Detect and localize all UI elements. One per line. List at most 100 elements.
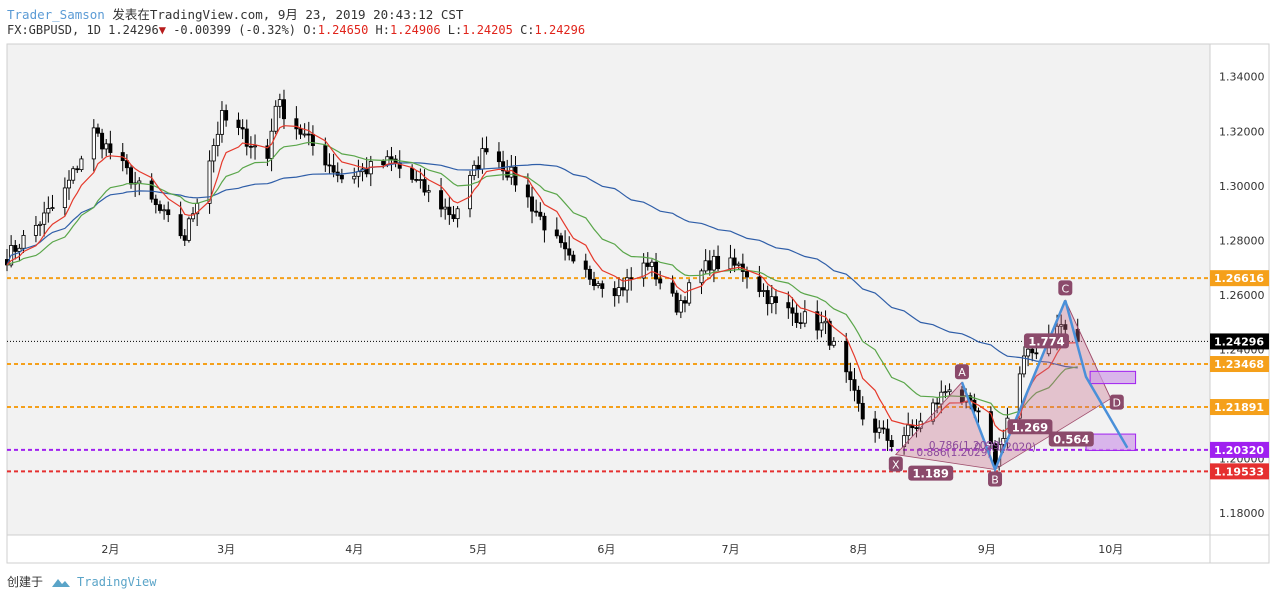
x-tick-label: 5月 bbox=[469, 543, 487, 556]
candle-body bbox=[95, 127, 100, 134]
pattern-point-label: X bbox=[892, 459, 900, 472]
close-label: C: bbox=[520, 23, 535, 37]
candle-body bbox=[976, 410, 981, 413]
candle-body bbox=[736, 263, 741, 266]
ratio-text: 0.786(1.2029) bbox=[929, 440, 1004, 452]
candle-body bbox=[281, 99, 286, 120]
y-tick-label: 1.28000 bbox=[1219, 234, 1265, 247]
sma-slow-line bbox=[6, 162, 1078, 369]
candle-body bbox=[600, 283, 605, 289]
candle-body bbox=[906, 424, 911, 437]
published-prefix: 发表在TradingView.com, bbox=[104, 7, 278, 22]
tradingview-cloud-icon[interactable] bbox=[49, 576, 71, 588]
candle-body bbox=[563, 242, 568, 250]
candle-body bbox=[455, 208, 460, 220]
candle-body bbox=[620, 287, 625, 291]
candle-body bbox=[790, 307, 795, 314]
ratio-text: 0.5(1.2020) bbox=[974, 441, 1036, 453]
candle-body bbox=[157, 204, 162, 211]
candle-body bbox=[587, 268, 592, 280]
candle-body bbox=[943, 391, 948, 394]
candle-body bbox=[306, 133, 311, 136]
candle-body bbox=[848, 371, 853, 381]
candle-body bbox=[1075, 329, 1080, 342]
low-value: 1.24205 bbox=[462, 23, 513, 37]
price-level-tag-text: 1.19533 bbox=[1214, 465, 1264, 478]
y-tick-label: 1.26000 bbox=[1219, 289, 1265, 302]
pattern-point-a: A bbox=[954, 364, 969, 380]
candle-body bbox=[860, 402, 865, 420]
candle-body bbox=[162, 209, 167, 212]
plot-area[interactable] bbox=[7, 44, 1210, 535]
candle-body bbox=[827, 320, 832, 346]
candle-body bbox=[17, 247, 22, 252]
candle-body bbox=[191, 213, 196, 220]
candle-body bbox=[137, 180, 142, 184]
candle-body bbox=[844, 341, 849, 373]
candle-body bbox=[219, 110, 224, 135]
symbol-label[interactable]: FX:GBPUSD, 1D bbox=[7, 23, 101, 37]
ratio-text: 1.774 bbox=[1028, 334, 1064, 348]
candle-body bbox=[149, 180, 154, 200]
ratio-badge bbox=[908, 465, 954, 481]
candle-body bbox=[244, 128, 249, 147]
pattern-point-badge bbox=[1058, 280, 1073, 296]
pattern-point-label: D bbox=[1113, 397, 1121, 410]
y-tick-label: 1.32000 bbox=[1219, 125, 1265, 138]
candle-body bbox=[654, 261, 659, 280]
candle-body bbox=[364, 168, 369, 175]
candle-body bbox=[592, 278, 597, 287]
candle-body bbox=[91, 127, 96, 160]
candle-body bbox=[186, 218, 191, 241]
candle-body bbox=[410, 167, 415, 180]
candle-body bbox=[707, 260, 712, 271]
candle-body bbox=[302, 133, 307, 136]
author-link[interactable]: Trader_Samson bbox=[7, 7, 105, 22]
pattern-point-b: B bbox=[988, 471, 1003, 487]
candle-body bbox=[914, 427, 919, 430]
high-label: H: bbox=[375, 23, 390, 37]
candle-body bbox=[877, 427, 882, 433]
candle-body bbox=[902, 435, 907, 447]
candle-body bbox=[236, 119, 241, 128]
candle-body bbox=[480, 148, 485, 170]
pattern-point-badge bbox=[888, 456, 903, 472]
pattern-point-badge bbox=[954, 364, 969, 380]
candle-body bbox=[1017, 373, 1022, 419]
candle-body bbox=[277, 99, 282, 107]
candle-body bbox=[583, 260, 588, 270]
candle-body bbox=[612, 288, 617, 297]
candle-body bbox=[625, 277, 630, 291]
ratio-label: 1.269 bbox=[1007, 419, 1053, 435]
ratio-badge bbox=[1048, 431, 1094, 447]
price-level-tag: 1.20320 bbox=[1210, 441, 1269, 458]
candle-body bbox=[687, 282, 692, 304]
price-level-tag: 1.24296 bbox=[1210, 333, 1269, 350]
tradingview-logo-text[interactable]: TradingView bbox=[77, 574, 157, 589]
open-label: O: bbox=[303, 23, 318, 37]
footer: 创建于 TradingView bbox=[7, 573, 157, 590]
open-value: 1.24650 bbox=[317, 23, 369, 37]
symbol-legend: FX:GBPUSD, 1D 1.24296▼ -0.00399 (-0.32%)… bbox=[7, 23, 585, 37]
ratio-text: 0.564 bbox=[1053, 433, 1089, 447]
candle-body bbox=[525, 184, 530, 198]
candle-body bbox=[798, 322, 803, 325]
candle-body bbox=[699, 270, 704, 284]
candle-body bbox=[253, 145, 258, 148]
candle-body bbox=[1034, 352, 1039, 355]
candle-body bbox=[496, 151, 501, 163]
candle-body bbox=[988, 411, 993, 444]
candle-body bbox=[674, 292, 679, 313]
candle-body bbox=[224, 110, 229, 121]
candle-body bbox=[331, 165, 336, 173]
candle-body bbox=[786, 302, 791, 309]
ratio-label: 0.886(1.2029) bbox=[916, 447, 991, 459]
candle-body bbox=[596, 283, 601, 287]
candle-body bbox=[534, 210, 539, 213]
candle-body bbox=[352, 175, 357, 180]
ratio-badge bbox=[1023, 333, 1069, 349]
pattern-point-label: A bbox=[958, 366, 966, 379]
candle-body bbox=[104, 143, 109, 150]
candle-body bbox=[211, 145, 216, 162]
